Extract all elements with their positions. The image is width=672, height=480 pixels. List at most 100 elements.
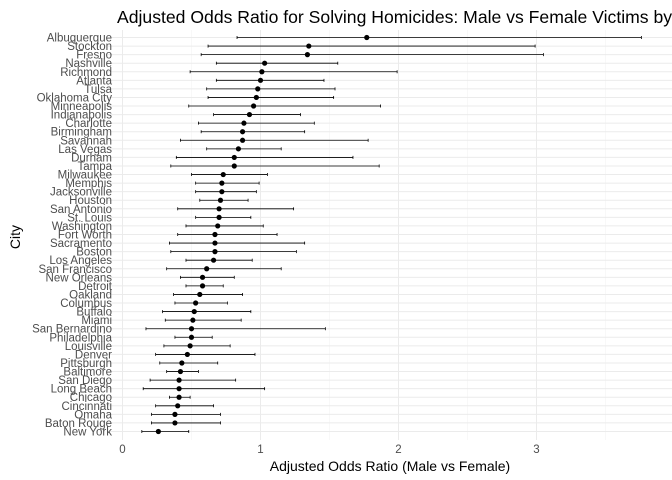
estimate-point: [204, 266, 210, 272]
x-tick-label: 2: [395, 444, 401, 456]
y-tick-label: Columbus: [60, 298, 112, 310]
estimate-point: [210, 257, 217, 263]
y-tick-label: Jacksonville: [50, 187, 112, 199]
estimate-point: [219, 180, 225, 186]
estimate-point: [262, 60, 268, 66]
y-tick-label: St. Louis: [67, 212, 112, 224]
estimate-point: [215, 223, 221, 229]
y-tick-label: Oakland: [69, 289, 112, 301]
y-tick-label: Miami: [81, 315, 112, 327]
y-tick-label: Washington: [52, 221, 112, 233]
y-tick-label: Denver: [75, 349, 112, 361]
x-tick-label: 1: [257, 444, 263, 456]
estimate-point: [219, 189, 225, 195]
y-tick-label: Tampa: [77, 161, 112, 173]
x-tick-label: 0: [119, 444, 125, 456]
estimate-point: [231, 163, 237, 169]
estimate-point: [231, 154, 237, 161]
y-tick-label: Albuquerque: [47, 33, 112, 45]
y-tick-label: Tulsa: [84, 84, 112, 96]
y-tick-label: Atlanta: [76, 75, 112, 87]
y-tick-label: Fresno: [76, 50, 112, 62]
estimate-point: [177, 368, 184, 375]
y-tick-label: Cincinnati: [62, 401, 113, 413]
estimate-point: [364, 34, 370, 41]
y-tick-label: Baltimore: [63, 367, 112, 379]
estimate-point: [251, 103, 257, 109]
estimate-point: [253, 94, 259, 101]
y-tick-label: Louisville: [65, 341, 112, 353]
x-tick-label: 3: [533, 444, 539, 456]
estimate-point: [188, 326, 195, 332]
y-tick-label: Philadelphia: [49, 332, 112, 344]
y-tick-label: Savannah: [60, 135, 112, 147]
estimate-point: [241, 120, 247, 126]
estimate-point: [190, 317, 196, 323]
y-tick-label: Charlotte: [65, 118, 112, 130]
estimate-point: [191, 308, 197, 315]
estimate-point: [217, 197, 224, 203]
estimate-point: [199, 283, 206, 289]
y-tick-label: San Diego: [58, 375, 112, 387]
y-tick-label: Chicago: [70, 392, 112, 404]
y-tick-label: Milwaukee: [58, 170, 112, 182]
y-tick-label: Indianapolis: [51, 110, 113, 122]
estimate-point: [220, 171, 226, 178]
estimate-point: [172, 420, 178, 426]
x-axis-title: Adjusted Odds Ratio (Male vs Female): [270, 458, 510, 474]
y-tick-label: Detroit: [78, 281, 113, 293]
estimate-point: [176, 386, 182, 392]
x-tick-labels: 0 1 2 3: [119, 444, 539, 456]
y-tick-label: Nashville: [65, 58, 112, 70]
estimate-point: [179, 360, 185, 366]
estimate-point: [176, 377, 182, 383]
estimate-point: [187, 343, 193, 349]
points: [155, 34, 370, 435]
y-tick-label: Baton Rouge: [45, 418, 112, 430]
estimate-point: [199, 274, 206, 280]
y-tick-label: San Antonio: [50, 204, 112, 216]
y-tick-label: Durham: [71, 152, 112, 164]
y-tick-label: Fort Worth: [58, 230, 112, 242]
estimate-point: [255, 86, 261, 92]
estimate-point: [246, 111, 253, 118]
y-tick-label: Richmond: [60, 67, 112, 79]
estimate-point: [216, 214, 222, 220]
y-axis-title: City: [7, 225, 23, 249]
y-tick-label: Pittsburgh: [60, 358, 112, 370]
y-tick-label: Minneapolis: [51, 101, 113, 113]
estimate-point: [212, 231, 218, 238]
y-tick-label: Omaha: [74, 409, 112, 421]
estimate-point: [239, 137, 246, 143]
y-tick-label: Memphis: [65, 178, 112, 190]
estimate-point: [239, 129, 246, 135]
estimate-point: [304, 52, 311, 58]
y-tick-label: Houston: [69, 195, 112, 207]
estimate-point: [259, 69, 265, 75]
y-tick-label: Birmingham: [51, 127, 112, 139]
estimate-point: [155, 428, 161, 435]
y-tick-labels: AlbuquerqueStocktonFresnoNashvilleRichmo…: [32, 33, 113, 439]
estimate-point: [176, 394, 182, 400]
y-tick-label: New York: [63, 427, 112, 439]
estimate-point: [193, 300, 199, 306]
y-tick-label: Oklahoma City: [37, 92, 113, 104]
estimate-point: [184, 351, 190, 358]
grid: [108, 30, 672, 440]
estimate-point: [306, 43, 312, 49]
y-tick-label: Long Beach: [51, 384, 112, 396]
y-tick-label: Las Vegas: [58, 144, 112, 156]
y-tick-label: Buffalo: [76, 307, 112, 319]
estimate-point: [257, 77, 264, 83]
estimate-point: [188, 334, 195, 340]
estimate-point: [212, 249, 218, 255]
y-tick-label: Los Angeles: [49, 255, 112, 267]
estimate-point: [216, 206, 222, 212]
y-tick-label: Sacramento: [50, 238, 112, 250]
estimate-point: [175, 403, 181, 409]
estimate-point: [172, 411, 178, 417]
estimate-point: [235, 146, 242, 152]
y-tick-label: San Francisco: [38, 264, 112, 276]
y-tick-label: New Orleans: [46, 272, 113, 284]
